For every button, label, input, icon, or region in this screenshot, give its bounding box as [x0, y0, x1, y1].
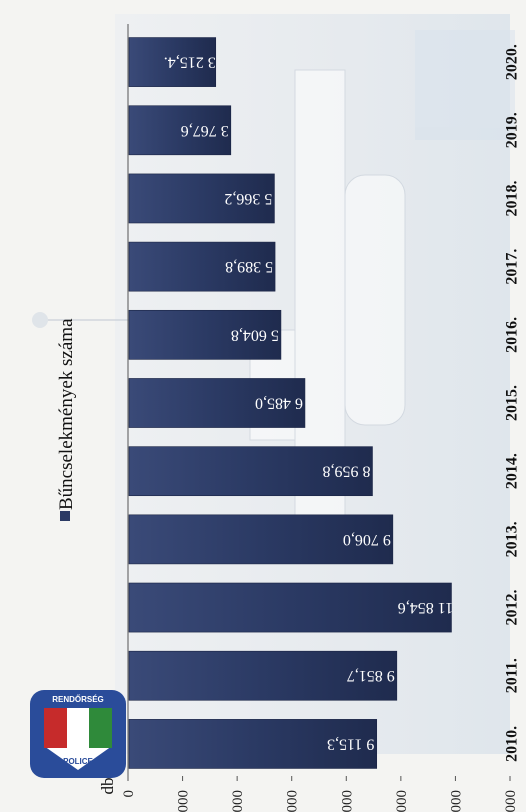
- bar-2012: [128, 582, 452, 633]
- tick-label-2: 4 000: [230, 790, 246, 812]
- value-labels: 9 115,3 9 851,7 11 854,6 9 706,0 8 959,8 6 48…: [164, 54, 453, 753]
- tick-label-0: 0: [121, 790, 137, 798]
- tick-label-1: 2 000: [176, 790, 192, 812]
- value-label-2020: 3 215,4.: [164, 54, 216, 71]
- category-label-2012: 2012.: [504, 590, 521, 626]
- legend: Bűncselekmények száma: [56, 318, 77, 521]
- value-label-2014: 8 959,8: [322, 463, 370, 480]
- bar-2014: [128, 446, 373, 497]
- value-label-2012: 11 854,6: [398, 599, 453, 616]
- logo-text-bottom: POLICE: [63, 757, 93, 766]
- category-label-2013: 2013.: [504, 521, 521, 557]
- tick-label-7: 14 000: [503, 790, 519, 812]
- bar-2015: [128, 378, 306, 428]
- tick-label-3: 6 000: [285, 790, 301, 812]
- category-label-2015: 2015.: [504, 385, 521, 421]
- axis-unit-label: db: [98, 778, 117, 795]
- category-label-2019: 2019.: [504, 112, 521, 148]
- value-label-2019: 3 767,6: [181, 122, 229, 139]
- bar-2013: [128, 514, 394, 565]
- bar-2017: [128, 241, 276, 292]
- bar-2016: [128, 309, 282, 360]
- tick-label-4: 8 000: [339, 790, 355, 812]
- category-label-2016: 2016.: [504, 317, 521, 353]
- bar-2011: [128, 650, 398, 701]
- value-axis-ticks: 0 2 000 4 000 6 000 8 000 10 000 12 000 14 000: [121, 776, 519, 812]
- value-label-2018: 5 366,2: [224, 190, 272, 207]
- bar-2020: [128, 37, 217, 87]
- value-label-2013: 9 706,0: [343, 531, 391, 548]
- value-label-2010: 9 115,3: [327, 735, 374, 752]
- tick-label-5: 10 000: [394, 790, 410, 812]
- legend-label: Bűncselekmények száma: [56, 318, 77, 510]
- bars: [128, 37, 452, 769]
- category-label-2020: 2020.: [504, 44, 521, 80]
- value-label-2011: 9 851,7: [347, 667, 395, 684]
- category-label-2011: 2011.: [504, 658, 521, 693]
- value-label-2015: 6 485,0: [255, 395, 303, 412]
- bar-2018: [128, 173, 275, 224]
- category-label-2010: 2010.: [504, 726, 521, 762]
- value-label-2017: 5 389,8: [225, 258, 273, 275]
- bar-2019: [128, 105, 232, 156]
- legend-swatch: [60, 511, 70, 521]
- logo-text-top: RENDŐRSÉG: [52, 695, 104, 704]
- category-label-2018: 2018.: [504, 180, 521, 216]
- bar-2010: [128, 719, 378, 769]
- value-label-2016: 5 604,8: [231, 326, 279, 343]
- category-label-2017: 2017.: [504, 249, 521, 285]
- tick-label-6: 12 000: [448, 790, 464, 812]
- category-labels: 2010. 2011. 2012. 2013. 2014. 2015. 2016. 2017.…: [504, 44, 521, 762]
- category-label-2014: 2014.: [504, 453, 521, 489]
- police-logo: RENDŐRSÉG POLICE: [30, 690, 126, 778]
